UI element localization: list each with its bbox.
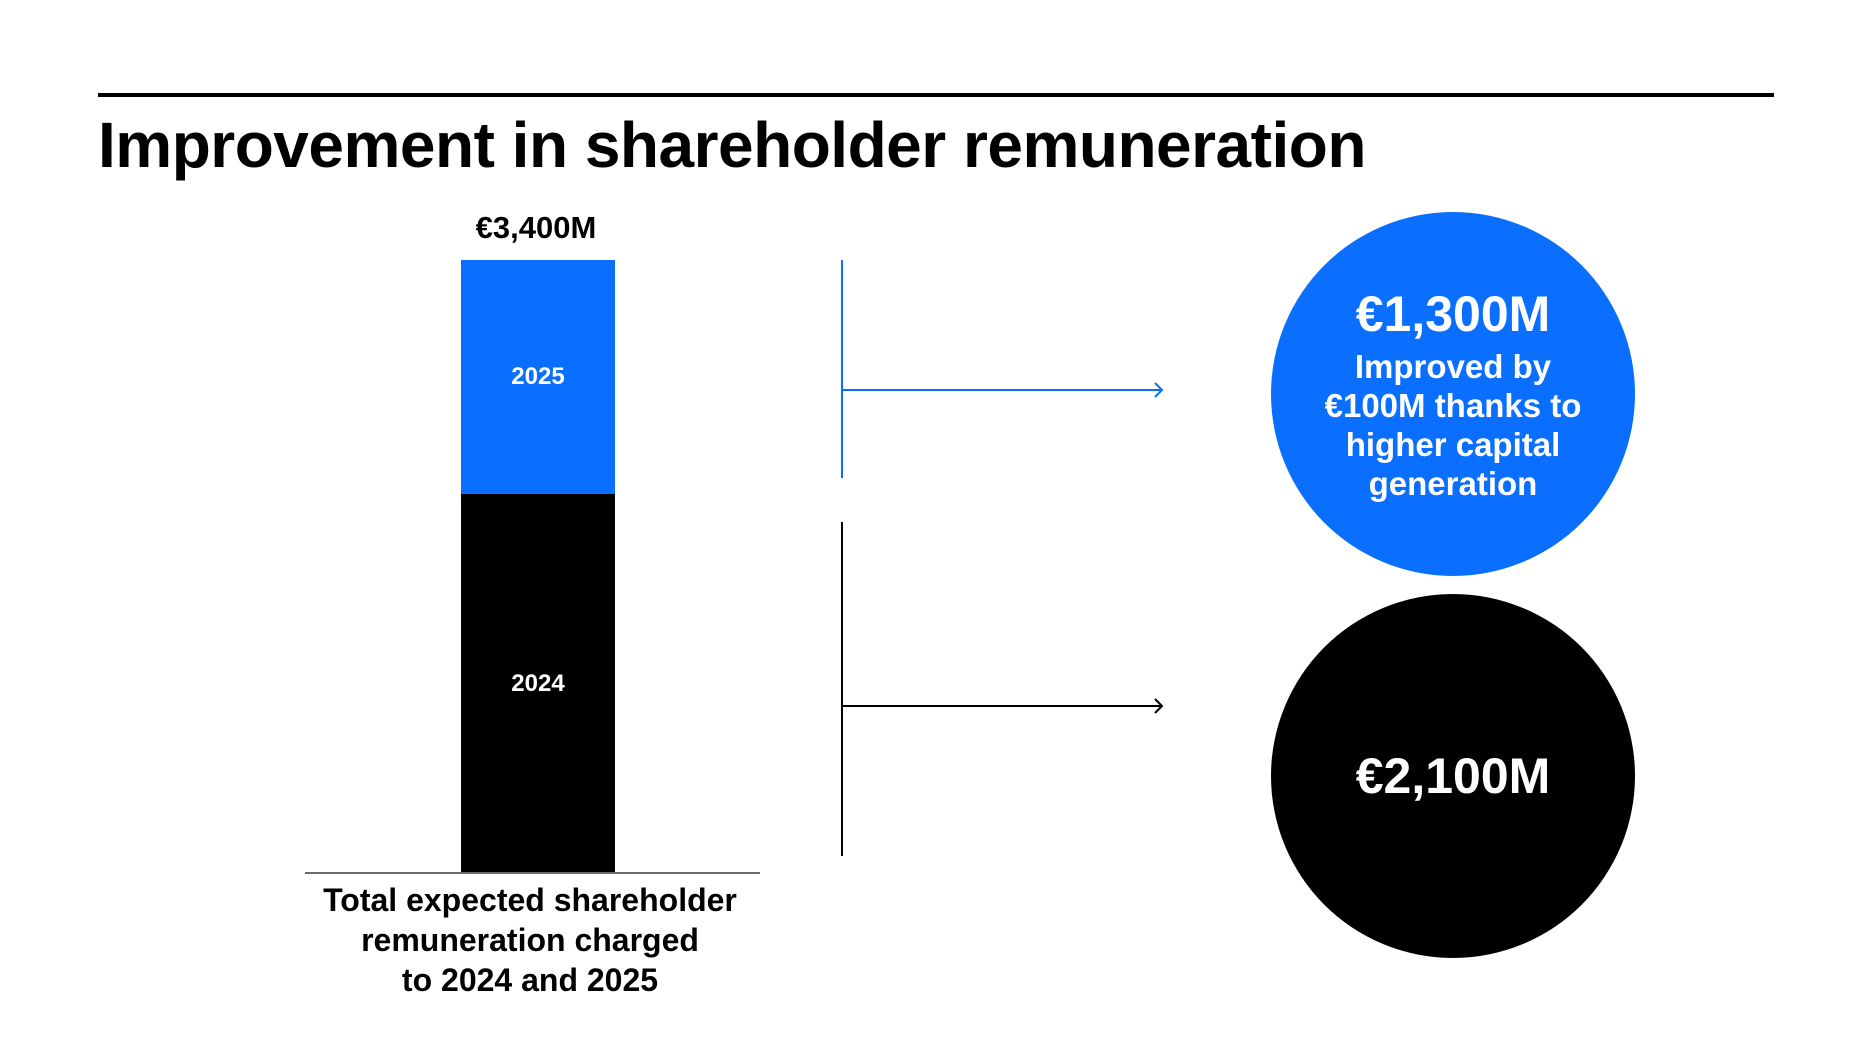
bar-segment-label-2024: 2024	[511, 669, 565, 697]
top-rule	[98, 93, 1774, 97]
x-axis-caption: Total expected shareholder remuneration …	[280, 880, 780, 1000]
page-title: Improvement in shareholder remuneration	[98, 109, 1366, 181]
total-value-label: €3,400M	[475, 210, 597, 245]
callout-note-2025: Improved by €100M thanks to higher capit…	[1324, 348, 1582, 502]
x-axis-caption-line-3: to 2024 and 2025	[401, 962, 659, 998]
bar-segment-label-2025: 2025	[511, 363, 565, 391]
arrowhead-2024	[1154, 698, 1164, 714]
bar-segment-2025: 2025	[461, 260, 615, 495]
bar-segment-2024: 2024	[461, 494, 615, 873]
x-axis-caption-line-1: Total expected shareholder	[323, 882, 737, 918]
arrowhead-2025	[1154, 382, 1164, 398]
x-axis-caption-line-2: remuneration charged	[361, 922, 699, 958]
callout-value-2024: €2,100M	[1355, 748, 1551, 804]
callout-bubble-2024: €2,100M	[1271, 594, 1635, 958]
chart-baseline	[305, 872, 760, 874]
callout-bubble-2025: €1,300M Improved by €100M thanks to high…	[1271, 212, 1635, 576]
callout-value-2025: €1,300M	[1355, 286, 1551, 342]
